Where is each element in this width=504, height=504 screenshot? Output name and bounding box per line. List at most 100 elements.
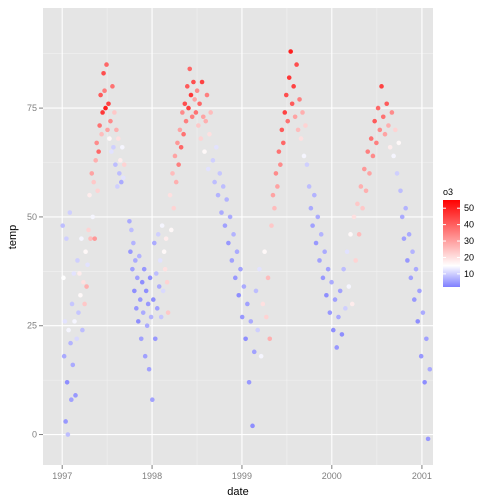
data-point (208, 110, 213, 115)
data-point (116, 136, 121, 141)
data-point (172, 153, 178, 159)
data-point (257, 266, 262, 272)
data-point (265, 275, 271, 281)
data-point (102, 88, 107, 93)
data-point (410, 249, 415, 255)
data-point (205, 166, 211, 172)
data-point (82, 301, 87, 307)
data-point (343, 306, 348, 311)
data-point (93, 158, 98, 163)
data-point (322, 249, 327, 255)
data-point (270, 192, 276, 198)
x-axis-title: date (227, 486, 248, 498)
data-point (171, 205, 177, 211)
data-point (151, 240, 157, 246)
data-point (136, 253, 142, 259)
data-point (332, 297, 338, 302)
data-point (399, 214, 405, 220)
data-point (79, 236, 84, 241)
data-point (95, 188, 100, 194)
data-point (138, 336, 144, 342)
data-point (68, 340, 73, 346)
data-point (140, 310, 146, 315)
data-point (137, 297, 143, 302)
data-point (61, 353, 67, 359)
data-point (61, 275, 66, 281)
data-point (253, 288, 259, 294)
data-point (69, 301, 75, 307)
data-point (96, 149, 101, 154)
data-point (336, 314, 341, 320)
data-point (210, 158, 216, 163)
data-point (386, 123, 391, 128)
data-point (281, 140, 286, 146)
data-point (85, 262, 90, 268)
data-point (405, 258, 410, 263)
data-point (135, 319, 141, 324)
data-point (76, 310, 81, 315)
data-point (317, 258, 322, 263)
data-point (77, 271, 82, 276)
data-point (74, 336, 80, 342)
data-point (324, 292, 329, 298)
x-tick-label: 1997 (52, 471, 72, 481)
data-point (418, 353, 424, 359)
data-point (276, 149, 282, 154)
y-axis-ticks: 0 25 50 75 (27, 103, 43, 440)
data-point (142, 353, 148, 359)
data-point (396, 140, 402, 146)
data-point (84, 284, 89, 289)
data-point (197, 101, 202, 107)
data-point (71, 271, 77, 276)
data-point (358, 184, 364, 189)
data-point (115, 184, 120, 189)
data-point (162, 266, 168, 272)
legend-tick-label: 40 (464, 220, 474, 230)
data-point (398, 188, 403, 194)
data-point (258, 353, 264, 359)
data-point (393, 127, 398, 133)
data-point (182, 101, 188, 107)
data-point (232, 275, 238, 281)
data-point (175, 140, 180, 146)
data-point (63, 419, 68, 424)
data-point (90, 214, 96, 220)
data-point (241, 284, 247, 289)
data-point (226, 240, 231, 246)
y-tick-label: 75 (27, 103, 37, 113)
data-point (289, 101, 295, 107)
data-point (391, 153, 396, 159)
x-tick-label: 1999 (232, 471, 252, 481)
data-point (108, 118, 113, 124)
data-point (207, 131, 212, 137)
data-point (184, 84, 190, 89)
data-point (154, 306, 160, 311)
data-point (367, 171, 372, 176)
data-point (325, 266, 331, 272)
data-point (62, 319, 68, 324)
data-point (163, 236, 169, 241)
data-point (297, 97, 302, 102)
data-point (286, 75, 292, 80)
data-point (238, 266, 243, 272)
data-point (339, 332, 345, 337)
data-point (377, 127, 383, 133)
data-point (97, 123, 102, 128)
data-point (70, 362, 76, 368)
plot-panel (43, 8, 433, 465)
data-point (157, 258, 163, 263)
data-point (356, 232, 362, 237)
data-point (150, 397, 155, 403)
data-point (165, 310, 171, 315)
data-point (330, 327, 336, 333)
data-point (196, 123, 201, 128)
data-point (406, 232, 412, 237)
data-point (320, 275, 326, 281)
data-point (112, 110, 117, 115)
data-point (89, 171, 95, 176)
data-point (220, 184, 226, 189)
data-point (341, 266, 346, 272)
data-point (161, 249, 167, 255)
data-point (187, 66, 193, 72)
data-point (147, 275, 153, 281)
